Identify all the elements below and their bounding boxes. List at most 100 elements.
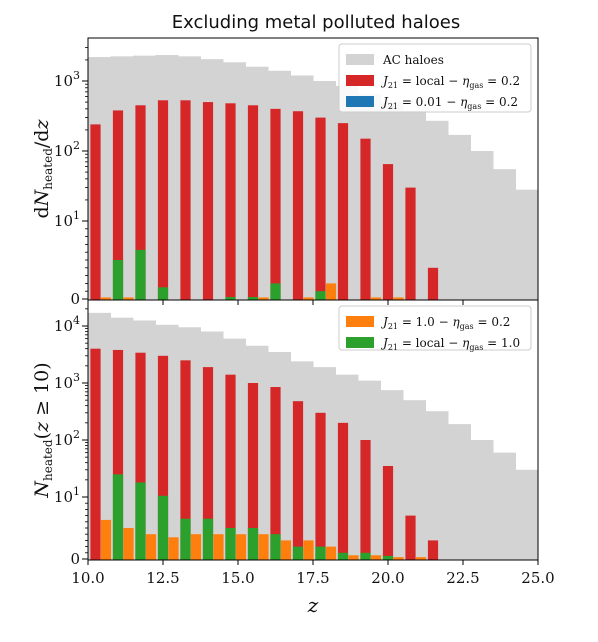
red-bar — [315, 412, 326, 560]
bottom-x-axis: 10.0 12.5 15.0 17.5 20.0 22.5 25.0 — [71, 560, 555, 587]
green-bar — [135, 482, 146, 560]
ac-haloes-bar — [470, 151, 494, 300]
legend-swatch — [346, 337, 374, 348]
bottom-legend: J21 = 1.0 − ηgas = 0.2 J21 = local − ηgas… — [338, 305, 532, 352]
red-bar — [90, 124, 101, 300]
green-bar — [225, 297, 236, 300]
red-bar — [382, 164, 394, 300]
green-bar — [360, 552, 371, 560]
y-tick-label: 104 — [54, 314, 80, 335]
orange-bar — [123, 528, 134, 560]
legend-label: J21 = local − ηgas = 1.0 — [380, 336, 520, 352]
orange-bar — [123, 297, 134, 300]
green-bar — [337, 552, 349, 560]
bottom-bars — [88, 312, 539, 560]
orange-bar — [370, 555, 382, 560]
green-bar — [247, 297, 259, 300]
orange-bar — [325, 283, 337, 300]
red-bar — [202, 102, 214, 300]
y-tick-label: 102 — [54, 428, 80, 449]
ac-haloes-bar — [470, 440, 494, 560]
x-tick-label: 17.5 — [296, 569, 329, 587]
red-bar — [225, 103, 236, 300]
red-bar — [112, 349, 124, 560]
red-bar — [315, 117, 326, 301]
legend-box — [338, 305, 532, 351]
ac-haloes-bar — [425, 120, 449, 300]
x-tick-label: 22.5 — [446, 569, 479, 587]
legend-swatch — [346, 75, 374, 86]
x-tick-label: 10.0 — [71, 569, 104, 587]
ac-haloes-bar — [493, 169, 516, 300]
red-bar — [157, 355, 169, 560]
top-y-axis: 0 101 102 103 — [54, 47, 88, 308]
green-bar — [157, 495, 169, 560]
green-bar — [270, 283, 281, 300]
top-bars — [88, 55, 539, 301]
red-bar — [405, 187, 416, 300]
red-bar — [337, 123, 349, 300]
red-bar — [202, 367, 214, 560]
legend-label: AC haloes — [382, 53, 444, 67]
red-bar — [270, 108, 281, 300]
red-bar — [157, 100, 169, 300]
orange-bar — [235, 534, 247, 560]
orange-bar — [348, 555, 359, 560]
bottom-y-axis-label: Nheated(z ≥ 10) — [31, 362, 55, 498]
red-bar — [180, 100, 191, 300]
orange-bar — [370, 297, 382, 300]
red-bar — [225, 374, 236, 560]
green-bar — [382, 555, 394, 560]
y-tick-label: 101 — [54, 209, 80, 230]
green-bar — [180, 518, 191, 560]
orange-bar — [393, 557, 404, 560]
x-tick-label: 20.0 — [371, 569, 404, 587]
legend-swatch — [346, 54, 374, 65]
top-x-ticks — [87, 300, 539, 305]
x-axis-label: z — [307, 593, 319, 617]
legend-swatch — [346, 96, 374, 107]
green-bar — [270, 534, 281, 560]
green-bar — [112, 260, 124, 300]
orange-bar — [415, 557, 427, 560]
ac-haloes-bar — [448, 424, 471, 560]
red-bar — [427, 267, 439, 300]
green-bar — [135, 249, 146, 300]
red-bar — [360, 440, 371, 560]
legend-label: J21 = local − ηgas = 0.2 — [380, 74, 520, 90]
orange-bar — [280, 540, 292, 560]
y-tick-label: 101 — [54, 485, 80, 506]
legend-label: J21 = 0.01 − ηgas = 0.2 — [380, 95, 518, 111]
green-bar — [225, 528, 236, 560]
x-tick-label: 25.0 — [521, 569, 554, 587]
y-tick-label: 0 — [70, 550, 80, 568]
top-panel: 0 101 102 103 AC haloes J21 = local − ηgas =… — [31, 37, 539, 308]
orange-bar — [303, 540, 314, 560]
legend-label: J21 = 1.0 − ηgas = 0.2 — [380, 315, 510, 331]
green-bar — [315, 291, 326, 300]
orange-bar — [258, 297, 269, 300]
ac-haloes-bar — [448, 134, 471, 300]
red-bar — [247, 383, 259, 560]
red-bar — [360, 138, 371, 300]
y-tick-label: 102 — [54, 139, 80, 160]
chart-title: Excluding metal polluted haloes — [172, 12, 460, 33]
bottom-panel: 0 101 102 103 104 10.0 12.5 15.0 17.5 20.0 22.5 25… — [31, 299, 555, 617]
red-bar — [292, 401, 304, 560]
orange-bar — [100, 519, 112, 560]
y-tick-label: 0 — [70, 290, 80, 308]
orange-bar — [213, 534, 224, 560]
green-bar — [202, 518, 214, 560]
orange-bar — [258, 534, 269, 560]
green-bar — [157, 287, 169, 300]
red-bar — [292, 111, 304, 300]
green-bar — [315, 546, 326, 560]
red-bar — [135, 105, 146, 301]
top-y-axis-label: dNheated/dz — [31, 119, 55, 219]
red-bar — [112, 110, 124, 300]
red-bar — [337, 422, 349, 560]
orange-bar — [303, 297, 314, 300]
orange-bar — [325, 546, 337, 560]
ac-haloes-bar — [515, 189, 539, 300]
